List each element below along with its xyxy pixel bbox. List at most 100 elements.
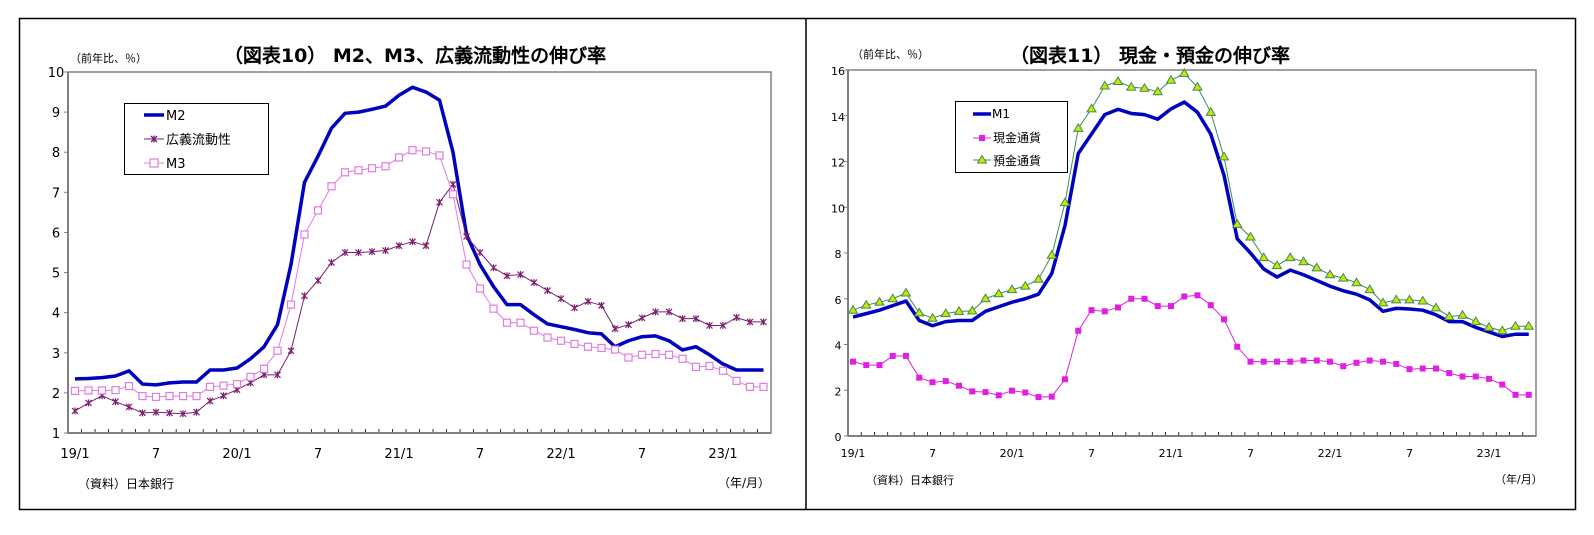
series-1-1-marker [1313,357,1320,364]
series-0-1-marker [436,198,443,206]
series-1-2-marker [1284,252,1296,262]
series-1-1-marker [1353,359,1360,366]
series-1-1-marker [1128,295,1135,302]
series-1-1-marker [1075,327,1082,334]
series-0-2-marker [246,372,255,381]
series-0-2-marker [300,230,309,239]
series-0-2-marker [705,361,714,371]
legend: M1 現金通貨 預金通貨 [955,101,1068,173]
series-0-1-marker [679,315,686,323]
x-tick-label: 7 [1406,447,1413,460]
series-0-1-marker [760,318,767,326]
series-1-1-marker [1062,376,1068,383]
series-0-1-marker [571,304,578,312]
series-0-2-marker [111,385,120,395]
series-1-1-marker [1499,381,1506,388]
series-0-1-marker [71,407,79,415]
series-0-2-marker [354,166,363,175]
series-1-1-marker [1234,343,1241,350]
legend-label-liquidity: 広義流動性 [166,132,231,148]
series-0-1-marker [287,347,295,355]
y-tick-label: 5 [52,267,60,282]
series-1-1-marker [1101,308,1108,315]
legend-label-cash: 現金通貨 [993,130,1041,145]
series-1-1-marker [903,352,909,359]
series-0-2-marker [570,339,579,349]
y-tick-label: 6 [52,226,60,241]
series-1-1-marker [1327,358,1333,365]
series-1-2-marker [1470,316,1482,326]
series-0-2-marker [367,164,377,173]
series-1-2-marker [1205,106,1217,116]
series-1-2-marker [1377,297,1389,307]
series-1-2-marker [1364,284,1376,294]
series-1-1-marker [1406,366,1413,373]
series-0-2-marker [583,342,593,351]
x-tick-label: 23/1 [1477,447,1502,460]
series-1-1-marker [1472,373,1479,380]
series-0-1-marker [463,232,470,240]
series-1-2-marker [1152,86,1164,96]
series-0-1-marker [382,246,389,254]
series-0-1-marker [301,292,308,300]
series-0-1-marker [112,398,119,406]
series-0-2-marker [97,386,107,395]
series-1-1-marker [1433,365,1439,372]
series-1-1-marker [1380,358,1386,365]
y-tick-label: 2 [52,387,60,402]
series-0-1-marker [193,408,200,416]
series-1-2-marker [1337,272,1349,282]
series-1-2-marker [980,293,991,303]
x-tick-label: 19/1 [841,447,866,460]
series-0-1-marker [625,321,632,329]
series-0-2-marker [381,162,390,171]
series-0-2-marker [340,168,350,177]
y-tick-label: 9 [52,106,60,121]
series-0-1-marker [706,322,713,330]
series-1-2-marker [1006,284,1018,294]
series-1-2-marker [1046,249,1058,259]
series-1-2-marker [966,305,978,315]
series-1-1-marker [1419,365,1426,372]
series-0-2-marker [205,382,215,391]
series-0-1-marker [395,242,403,250]
series-0-2-marker [151,392,161,401]
series-0-2-marker [124,381,134,391]
series-0-2-marker [70,386,80,395]
series-0-2-marker [232,379,242,389]
y-tick-label: 4 [835,340,842,353]
series-group [847,67,1535,401]
y-tick-label: 14 [831,111,845,124]
series-1-1-line [852,294,1529,398]
source-note: （資料）日本銀行 [866,473,954,487]
series-1-2-marker [1112,75,1124,85]
series-1-1-marker [929,379,936,386]
outer-border [18,17,1577,511]
series-0-2-marker [516,318,525,327]
x-tick-label: 7 [1088,447,1095,460]
x-tick-label: 7 [314,447,322,462]
series-0-1-marker [206,397,214,405]
y-tick-label: 10 [831,202,845,215]
series-1-1-marker [995,392,1002,399]
series-0-1-line [74,183,764,415]
legend-label-deposit: 預金通貨 [993,153,1041,168]
series-1-1-marker [1221,316,1227,323]
series-0-2-marker [637,350,647,359]
series-0-2-marker [624,353,633,362]
series-0-1-marker [274,371,281,379]
series-0-2-marker [435,151,444,160]
series-1-2-marker [1059,197,1071,207]
legend-label-m3: M3 [166,157,186,172]
series-0-1-marker [719,322,727,330]
series-1-1-marker [969,388,976,395]
series-1-2-marker [1271,260,1283,270]
x-tick-label: 23/1 [708,447,737,462]
series-1-2-marker [927,312,938,322]
series-1-2-marker [1311,262,1323,272]
series-1-1-marker [1366,357,1373,364]
series-1-2-marker [1404,294,1415,304]
series-1-2-marker [860,299,872,309]
y-tick-label: 2 [835,385,842,398]
series-1-2-marker [1165,74,1177,84]
